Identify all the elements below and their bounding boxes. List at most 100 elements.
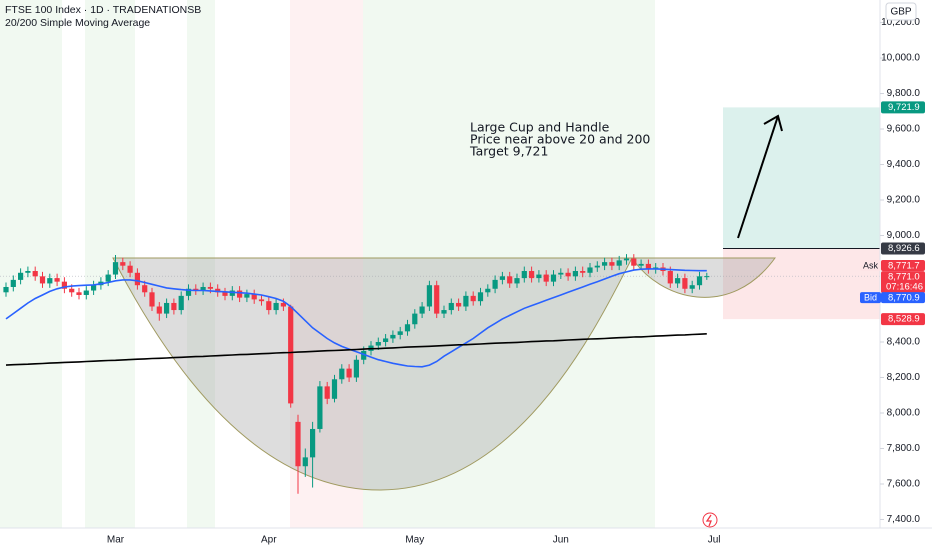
candle-body (565, 272, 571, 277)
candle-body (207, 286, 213, 289)
y-tick-label: 7,800.0 (887, 443, 921, 454)
candle-body (572, 271, 578, 277)
candle-body (594, 265, 600, 268)
candle-body (91, 285, 97, 291)
candle-body (3, 286, 9, 293)
last-price-label: 8,771.0 (888, 272, 920, 283)
y-tick-label: 7,600.0 (887, 479, 921, 490)
moving-average-line (5, 268, 707, 368)
candle-body (689, 285, 695, 289)
candle-body (105, 274, 111, 282)
candle-body (645, 263, 651, 270)
candle-body (616, 260, 622, 266)
candle-body (127, 265, 133, 273)
candle-body (492, 279, 498, 289)
y-tick-label: 9,200.0 (887, 195, 921, 206)
candle-body (54, 278, 60, 282)
candle-body (463, 295, 469, 307)
candle-body (61, 281, 67, 289)
candle-body (485, 288, 491, 293)
candle-body (470, 295, 476, 302)
ask-price-box (881, 260, 925, 272)
candle-body (32, 271, 38, 277)
entry-price-label: 8,926.6 (888, 243, 920, 254)
candle-body (156, 306, 162, 314)
candle-body (499, 276, 505, 280)
candle-body (623, 258, 630, 261)
candle-body (120, 262, 126, 266)
chart-title: FTSE 100 Index · 1D · TRADENATIONSB (5, 4, 201, 16)
candle-body (397, 331, 403, 335)
y-tick-label: 7,400.0 (887, 514, 921, 525)
bid-price-label: 8,770.9 (888, 293, 920, 304)
ask-price-label: 8,771.7 (888, 261, 920, 272)
candle-body (25, 271, 31, 273)
stop-price-box (881, 313, 925, 326)
candle-body (317, 386, 323, 429)
candle-body (215, 288, 221, 293)
candle-body (83, 290, 89, 295)
entry-price-box (881, 242, 925, 255)
candle-body (164, 302, 170, 314)
y-tick-label: 10,000.0 (881, 53, 920, 64)
last-price-box (881, 271, 925, 294)
candle-body (244, 294, 250, 298)
y-tick-label: 9,800.0 (887, 88, 921, 99)
y-tick-label: 9,600.0 (887, 124, 921, 135)
candle-body (441, 310, 447, 314)
candle-body (536, 274, 542, 279)
candle-body (448, 302, 454, 311)
chart-subtitle: 20/200 Simple Moving Average (5, 17, 150, 29)
candle-body (602, 262, 608, 266)
candle-body (39, 276, 46, 284)
candle-body (682, 278, 688, 289)
candle-body (339, 368, 345, 380)
candle-body (609, 262, 615, 266)
candle-body (178, 295, 184, 311)
moving-average-line (5, 333, 707, 366)
x-tick-label: May (405, 535, 424, 546)
candle-body (288, 306, 294, 404)
session-band (0, 0, 62, 528)
candle-body (390, 334, 396, 339)
candle-body (47, 278, 53, 284)
candle-body (426, 285, 432, 307)
candle-body (258, 299, 265, 302)
y-tick-label: 9,000.0 (887, 230, 921, 241)
candle-body (514, 278, 520, 284)
alert-icon-bolt (705, 514, 712, 527)
candle-body (266, 301, 272, 311)
candle-body (543, 274, 549, 282)
candle-body (193, 288, 199, 291)
bid-tag-box (860, 292, 881, 304)
candle-body (558, 272, 564, 275)
candle-body (456, 302, 462, 307)
x-tick-label: Mar (107, 535, 125, 546)
candle-body (412, 313, 418, 325)
candle-body (331, 379, 338, 399)
candle-body (529, 271, 535, 279)
candle-body (302, 457, 308, 467)
ask-tag: Ask (863, 260, 879, 270)
candle-body (346, 368, 352, 378)
y-tick-label: 10,200.0 (881, 17, 920, 28)
candle-body (507, 276, 513, 284)
candle-body (273, 302, 279, 311)
annotation: Target 9,721 (469, 144, 548, 159)
annotation: Price near above 20 and 200 (470, 132, 650, 147)
currency-box (885, 2, 917, 21)
candle-body (580, 271, 586, 273)
candle-body (200, 286, 206, 291)
countdown: 07:16:46 (886, 282, 923, 293)
bid-tag: Bid (864, 293, 877, 303)
y-tick-label: 8,400.0 (887, 337, 921, 348)
candle-body (222, 292, 228, 296)
alert-icon[interactable] (702, 512, 718, 528)
candle-body (112, 262, 119, 275)
candle-body (667, 271, 673, 284)
candle-body (375, 342, 381, 346)
candle-body (10, 279, 16, 287)
candle-body (149, 292, 155, 307)
candle-body (631, 258, 637, 266)
